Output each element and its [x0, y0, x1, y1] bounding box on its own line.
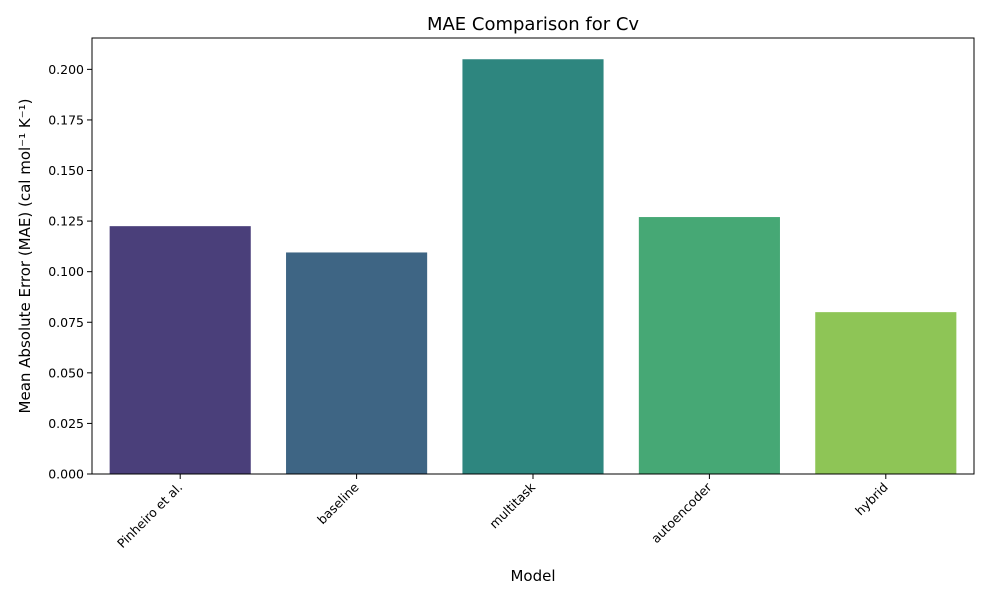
y-tick-label: 0.100: [48, 264, 84, 279]
y-tick-label: 0.025: [48, 416, 84, 431]
x-tick-label: hybrid: [852, 480, 891, 519]
x-axis: Pinheiro et al. baseline multitask autoenco…: [114, 474, 891, 551]
y-axis: 0.000 0.025 0.050 0.075 0.100 0.125 0.150 0.175…: [48, 62, 92, 482]
x-axis-title: Model: [510, 567, 555, 585]
y-tick-label: 0.000: [48, 467, 84, 482]
bar-pinheiro-et-al: [109, 226, 251, 474]
y-tick-label: 0.200: [48, 62, 84, 77]
x-tick-label: multitask: [486, 479, 538, 531]
bar-hybrid: [815, 312, 957, 474]
bars-group: [109, 59, 957, 475]
x-tick-label: autoencoder: [648, 479, 715, 546]
y-tick-label: 0.125: [48, 214, 84, 229]
x-tick-label: baseline: [314, 479, 362, 527]
x-tick-label: Pinheiro et al.: [114, 480, 185, 551]
y-axis-title: Mean Absolute Error (MAE) (cal mol⁻¹ K⁻¹…: [16, 99, 34, 414]
bar-baseline: [286, 252, 428, 474]
y-tick-label: 0.050: [48, 365, 84, 380]
y-tick-label: 0.075: [48, 315, 84, 330]
bar-multitask: [462, 59, 604, 475]
y-tick-label: 0.150: [48, 163, 84, 178]
chart-title: MAE Comparison for Cv: [427, 14, 639, 35]
bar-autoencoder: [638, 217, 780, 475]
y-tick-label: 0.175: [48, 112, 84, 127]
plot-frame: [91, 37, 975, 475]
